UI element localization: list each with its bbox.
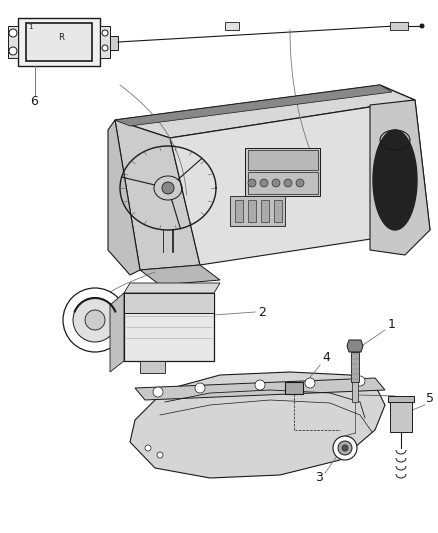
Circle shape — [255, 380, 265, 390]
Text: 1: 1 — [28, 24, 32, 30]
Circle shape — [153, 387, 163, 397]
Bar — [351, 352, 359, 382]
Circle shape — [305, 378, 315, 388]
Polygon shape — [115, 85, 415, 138]
Bar — [261, 200, 269, 222]
Bar — [230, 196, 285, 226]
Circle shape — [272, 179, 280, 187]
Bar — [390, 22, 408, 30]
Circle shape — [338, 441, 352, 455]
Polygon shape — [170, 100, 430, 265]
Circle shape — [342, 445, 348, 451]
Polygon shape — [110, 293, 124, 372]
Bar — [124, 293, 214, 361]
Polygon shape — [130, 372, 385, 478]
Text: 3: 3 — [315, 471, 323, 484]
Bar — [18, 18, 100, 66]
Circle shape — [195, 383, 205, 393]
Circle shape — [355, 376, 365, 386]
Bar — [390, 400, 412, 432]
Circle shape — [102, 45, 108, 51]
Bar — [248, 200, 256, 222]
Circle shape — [73, 298, 117, 342]
Circle shape — [145, 445, 151, 451]
Text: 2: 2 — [258, 306, 266, 319]
Polygon shape — [370, 100, 430, 255]
Bar — [110, 36, 118, 50]
Circle shape — [63, 288, 127, 352]
Polygon shape — [347, 340, 363, 352]
Bar — [285, 382, 303, 394]
Polygon shape — [115, 120, 200, 270]
Polygon shape — [108, 120, 140, 275]
Polygon shape — [100, 26, 110, 58]
Circle shape — [157, 452, 163, 458]
Bar — [248, 150, 318, 170]
Circle shape — [162, 182, 174, 194]
Bar — [235, 200, 243, 222]
Bar — [274, 200, 282, 222]
Bar — [245, 148, 320, 196]
Polygon shape — [373, 130, 417, 230]
Circle shape — [284, 179, 292, 187]
Bar — [140, 361, 165, 373]
Bar — [352, 382, 358, 402]
Polygon shape — [140, 265, 220, 285]
Bar — [388, 396, 414, 402]
Polygon shape — [115, 85, 392, 126]
Text: R: R — [58, 33, 64, 42]
Text: 4: 4 — [322, 351, 330, 364]
Bar — [26, 23, 92, 61]
Circle shape — [9, 47, 17, 55]
Bar — [248, 172, 318, 194]
Bar — [124, 293, 214, 313]
Circle shape — [296, 179, 304, 187]
Polygon shape — [8, 26, 18, 58]
Text: 5: 5 — [426, 392, 434, 405]
Circle shape — [260, 179, 268, 187]
Circle shape — [85, 310, 105, 330]
Circle shape — [102, 30, 108, 36]
Text: 6: 6 — [30, 95, 38, 108]
Polygon shape — [135, 378, 385, 400]
Polygon shape — [124, 283, 220, 293]
Circle shape — [9, 29, 17, 37]
Circle shape — [420, 24, 424, 28]
Text: 1: 1 — [388, 318, 396, 331]
Circle shape — [333, 436, 357, 460]
Circle shape — [248, 179, 256, 187]
Bar — [225, 22, 239, 30]
